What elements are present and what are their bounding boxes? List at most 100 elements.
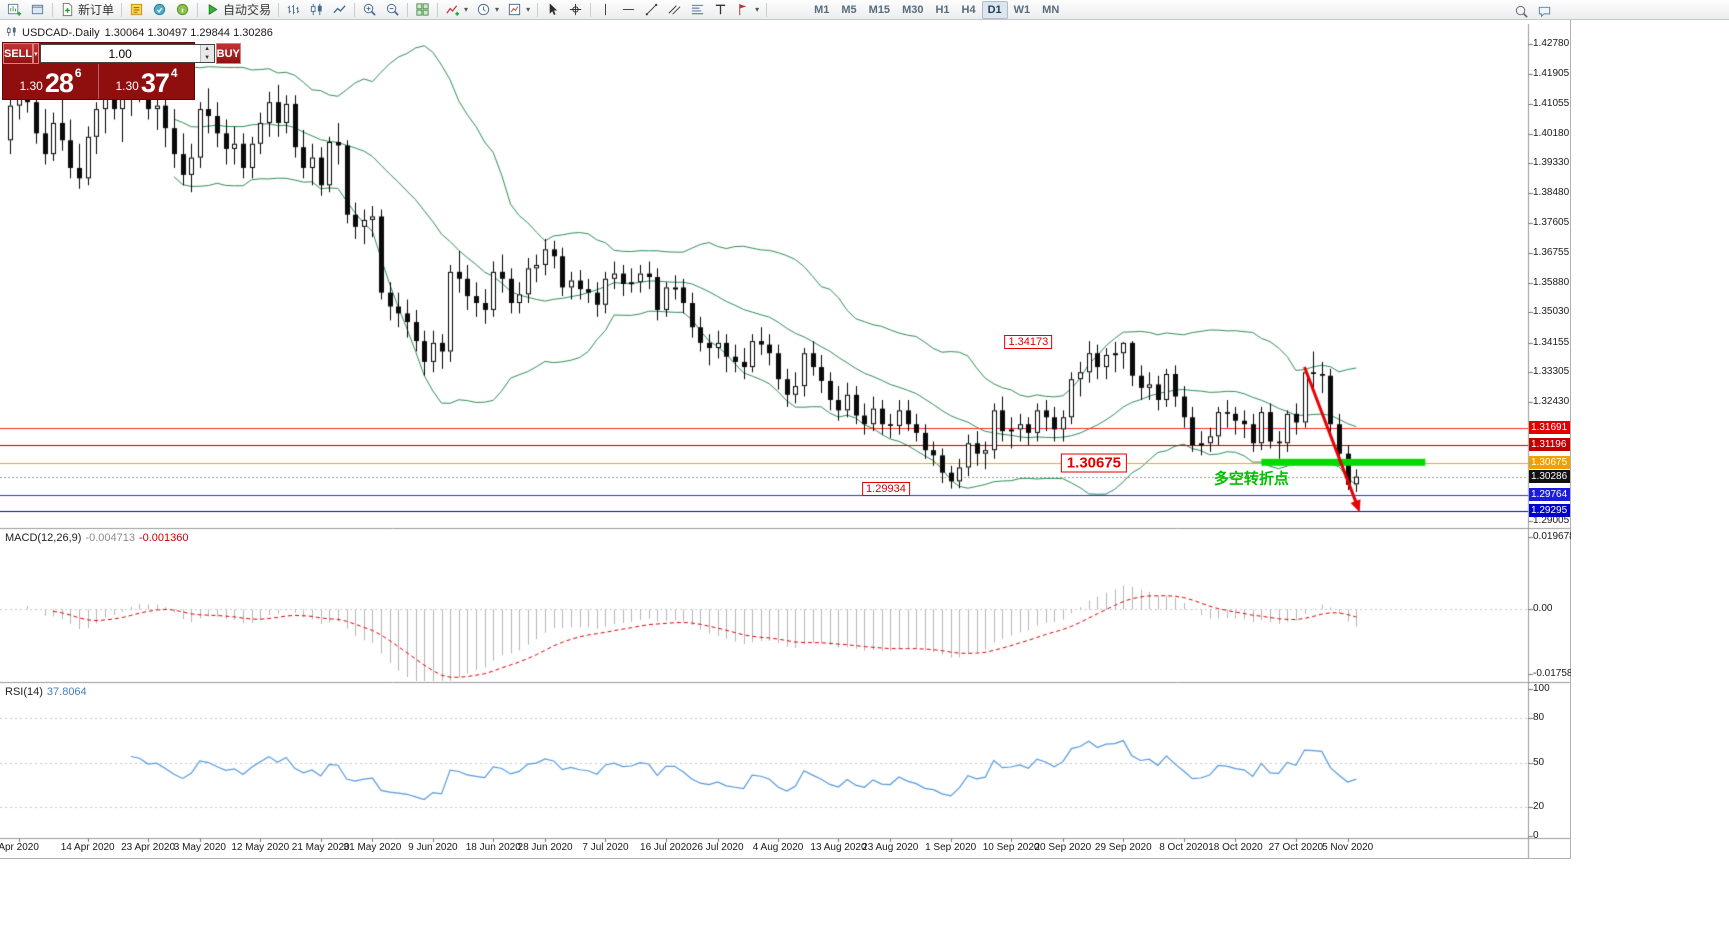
sell-price[interactable]: 1.30 28 6 [3,64,98,99]
chevron-down-icon: ▾ [526,5,531,14]
buy-button[interactable]: BUY [215,43,241,64]
date-label: Apr 2020 [0,842,39,853]
price-tick: 1.35880 [1533,276,1570,288]
new-order-button[interactable]: 新订单 [56,0,118,20]
rsi-tick: 0 [1533,830,1539,841]
price-tick: 1.40180 [1533,128,1570,140]
horizontal-line-icon[interactable] [617,0,640,20]
indicators-icon[interactable]: ▾ [441,0,472,20]
trendline-icon[interactable] [640,0,663,20]
equidistant-channel-icon[interactable] [663,0,686,20]
volume-down-icon[interactable]: ▼ [200,53,214,62]
toolbar-separator [278,2,280,17]
buy-price[interactable]: 1.30 37 4 [98,64,194,99]
toolbar-separator [52,2,53,17]
toolbar-separator [407,2,409,17]
trade-panel-prices: 1.30 28 6 1.30 37 4 [3,64,194,99]
date-label: 28 Jun 2020 [517,842,573,853]
macd-signal-value: -0.001360 [138,532,189,544]
date-label: 23 Apr 2020 [121,842,176,853]
date-label: 12 May 2020 [231,842,290,853]
date-label: 3 May 2020 [173,842,226,853]
price-tick: 1.38480 [1533,186,1570,198]
timeframe-d1[interactable]: D1 [981,0,1008,19]
autotrading-button[interactable]: 自动交易 [201,0,275,20]
date-label: 20 Sep 2020 [1034,842,1092,853]
fibonacci-icon[interactable] [686,0,709,20]
one-click-trade-panel: SELL ▾ ▲ ▼ BUY 1.30 28 6 1.3 [2,42,241,100]
timeframe-m5[interactable]: M5 [841,3,857,16]
candlestick-chart-icon[interactable] [305,0,328,20]
volume-up-icon[interactable]: ▲ [200,45,214,54]
date-label: 23 Aug 2020 [862,842,919,853]
date-label: 26 Jul 2020 [691,842,744,853]
options-icon[interactable] [171,0,194,20]
chart-profiles-icon[interactable] [26,0,49,20]
date-label: 5 Nov 2020 [1322,842,1374,853]
timeframe-m15[interactable]: M15 [868,3,891,16]
autotrading-button-label: 自动交易 [223,3,272,17]
rsi-value: 37.8064 [46,686,87,698]
date-label: 8 Oct 2020 [1159,842,1209,853]
chart-title: USDCAD-.Daily 1.30064 1.30497 1.29844 1.… [6,26,273,40]
date-label: 14 Apr 2020 [60,842,115,853]
volume-input[interactable] [40,45,200,62]
chart-canvas[interactable] [0,20,1570,858]
periods-icon[interactable]: ▾ [472,0,503,20]
arrows-tool-icon[interactable]: ▾ [732,0,763,20]
buy-price-big: 37 [140,68,170,98]
zoom-in-icon[interactable] [358,0,381,20]
trade-panel-controls: SELL ▾ ▲ ▼ BUY [3,43,241,64]
sell-button[interactable]: SELL [3,43,34,64]
price-tick: 1.35030 [1533,306,1570,318]
cursor-icon[interactable] [541,0,564,20]
crosshair-icon[interactable] [564,0,587,20]
price-badge: 1.30286 [1529,469,1570,483]
timeframe-m30[interactable]: M30 [902,3,924,16]
toolbar-separator [537,2,539,17]
zoom-out-icon[interactable] [381,0,404,20]
buy-price-sup: 4 [170,66,178,80]
date-label: 1 Sep 2020 [925,842,977,853]
timeframe-h4[interactable]: H4 [961,3,976,16]
price-callout[interactable]: 1.34173 [1004,335,1053,350]
new-chart-icon[interactable] [3,0,26,20]
new-order-button-label: 新订单 [78,3,115,17]
expert-advisors-icon[interactable] [148,0,171,20]
rsi-indicator-label: RSI(14) 37.8064 [5,686,87,698]
toolbar-separator [590,2,592,17]
rsi-tick: 100 [1533,683,1550,694]
chart-annotation-text[interactable]: 多空转折点 [1213,470,1289,488]
date-label: 29 Sep 2020 [1094,842,1152,853]
bar-chart-icon[interactable] [282,0,305,20]
date-label: 7 Jul 2020 [582,842,629,853]
price-tick: 1.36755 [1533,246,1570,258]
search-icon[interactable] [1510,1,1533,21]
templates-icon[interactable]: ▾ [503,0,534,20]
date-label: 18 Jun 2020 [465,842,521,853]
chart-ohlc: 1.30064 1.30497 1.29844 1.30286 [104,27,273,39]
order-type-dropdown[interactable]: ▾ [33,43,39,64]
main-toolbar: 新订单 自动交易 ▾ ▾ ▾ ▾ M1 M5 M15 M30 H1 H4 D1 W1 MN [0,0,1729,20]
price-callout[interactable]: 1.29934 [862,481,910,496]
timeframe-h1[interactable]: H1 [935,3,950,16]
date-label: 9 Jun 2020 [408,842,458,853]
text-tool-icon[interactable] [709,0,732,20]
chat-icon[interactable] [1533,1,1556,21]
timeframe-w1[interactable]: W1 [1013,3,1031,16]
date-label: 10 Sep 2020 [982,842,1040,853]
date-label: 27 Oct 2020 [1268,842,1324,853]
timeframe-m1[interactable]: M1 [814,3,830,16]
price-callout[interactable]: 1.30675 [1060,453,1128,473]
vertical-line-icon[interactable] [594,0,617,20]
timeframe-mn[interactable]: MN [1042,3,1060,16]
tile-windows-icon[interactable] [411,0,434,20]
metaeditor-icon[interactable] [125,0,148,20]
toolbar-separator [437,2,439,17]
price-tick: 1.34155 [1533,336,1570,348]
date-label: 21 May 2020 [291,842,350,853]
chevron-down-icon: ▾ [495,5,500,14]
buy-price-small: 1.30 [115,79,139,93]
line-chart-icon[interactable] [328,0,351,20]
